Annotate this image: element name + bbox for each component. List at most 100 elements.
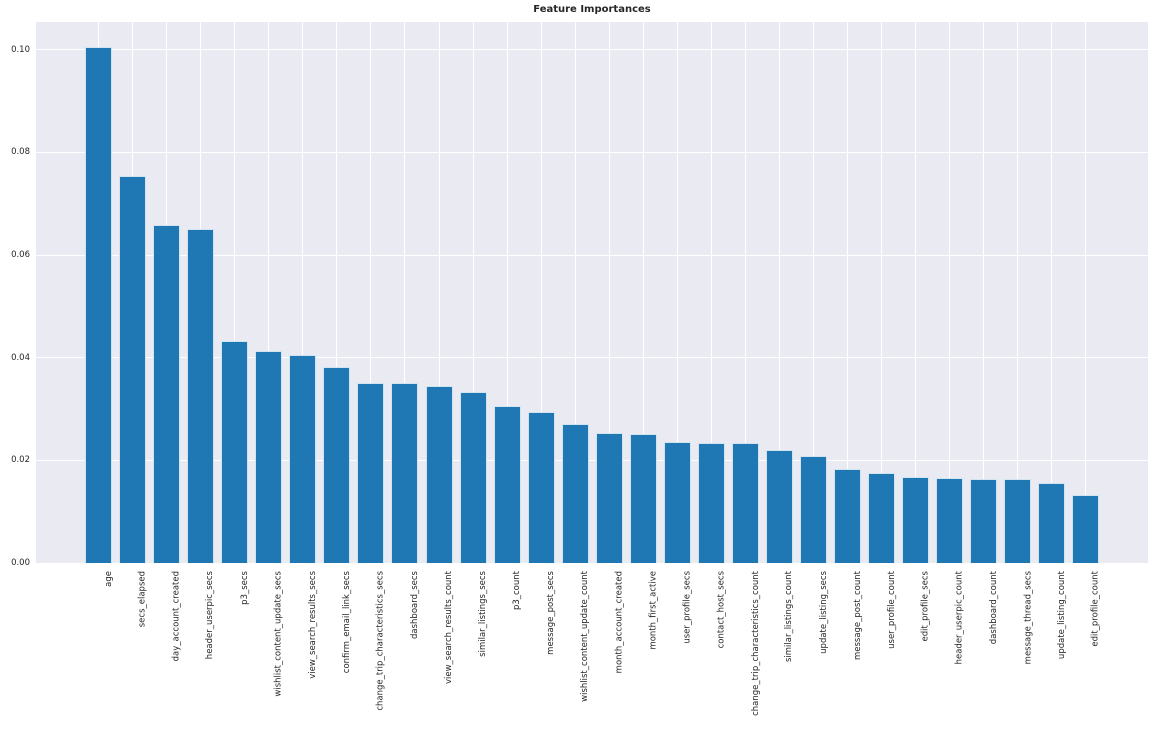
chart-title: Feature Importances	[533, 4, 651, 15]
gridline-x	[676, 22, 678, 563]
bar-update_listing_secs	[800, 455, 828, 563]
x-tick-label-dashboard_secs: dashboard_secs	[409, 571, 420, 639]
bar-update_listing_count	[1038, 482, 1066, 563]
gridline-x	[949, 22, 951, 563]
bar-contact_host_secs	[697, 442, 725, 563]
gridline-x	[608, 22, 610, 563]
gridline-x	[642, 22, 644, 563]
x-tick-label-confirm_email_link_secs: confirm_email_link_secs	[341, 571, 352, 674]
gridline-y-0.02	[36, 459, 1148, 461]
bar-change_trip_characteristics_secs	[357, 383, 385, 563]
x-tick-label-message_post_count: message_post_count	[852, 571, 863, 661]
bar-month_account_created	[595, 433, 623, 563]
bar-wishlist_content_update_secs	[255, 350, 283, 563]
gridline-x	[1051, 22, 1053, 563]
x-tick-label-secs_elapsed: secs_elapsed	[137, 571, 148, 628]
x-tick-label-header_userpic_count: header_userpic_count	[954, 571, 965, 665]
y-tick-label: 0.10	[11, 44, 30, 55]
bar-user_profile_count	[868, 472, 896, 563]
gridline-x	[744, 22, 746, 563]
x-tick-label-update_listing_secs: update_listing_secs	[818, 571, 829, 654]
x-tick-label-month_first_active: month_first_active	[648, 571, 659, 650]
bar-edit_profile_secs	[902, 476, 930, 563]
x-tick-label-edit_profile_secs: edit_profile_secs	[920, 571, 931, 642]
bar-dashboard_count	[970, 479, 998, 563]
bar-user_profile_secs	[663, 441, 691, 563]
gridline-x	[336, 22, 338, 563]
x-tick-label-wishlist_content_update_count: wishlist_content_update_count	[580, 571, 591, 702]
x-tick-label-month_account_created: month_account_created	[614, 571, 625, 674]
gridline-y-0.10	[36, 49, 1148, 51]
x-tick-label-change_trip_characteristics_count: change_trip_characteristics_count	[750, 571, 761, 716]
bar-p3_secs	[221, 340, 249, 563]
gridline-x	[983, 22, 985, 563]
gridline-x	[472, 22, 474, 563]
bar-wishlist_content_update_count	[561, 423, 589, 563]
bar-view_search_results_count	[425, 386, 453, 563]
x-tick-label-p3_secs: p3_secs	[239, 571, 250, 605]
x-tick-label-day_account_created: day_account_created	[171, 571, 182, 662]
gridline-x	[302, 22, 304, 563]
y-tick-label: 0.08	[11, 147, 30, 158]
bar-similar_listings_count	[766, 449, 793, 563]
x-tick-label-wishlist_content_update_secs: wishlist_content_update_secs	[273, 571, 284, 697]
gridline-x	[1085, 22, 1087, 563]
x-tick-label-dashboard_count: dashboard_count	[988, 571, 999, 645]
bar-view_search_results_secs	[289, 354, 317, 563]
x-tick-label-edit_profile_count: edit_profile_count	[1090, 571, 1101, 647]
x-tick-label-age: age	[103, 571, 114, 587]
bar-message_thread_secs	[1004, 479, 1032, 563]
x-tick-label-view_search_results_count: view_search_results_count	[444, 571, 454, 685]
gridline-y-0.06	[36, 254, 1148, 256]
x-tick-label-similar_listings_count: similar_listings_count	[784, 571, 795, 663]
x-tick-label-user_profile_secs: user_profile_secs	[682, 571, 693, 644]
bar-secs_elapsed	[119, 176, 147, 563]
x-tick-label-contact_host_secs: contact_host_secs	[716, 571, 727, 649]
bar-header_userpic_secs	[187, 229, 215, 563]
x-tick-label-view_search_results_secs: view_search_results_secs	[307, 571, 318, 679]
gridline-x	[1017, 22, 1019, 563]
bar-header_userpic_count	[936, 478, 964, 563]
gridline-x	[234, 22, 236, 563]
gridline-x	[779, 22, 780, 563]
x-tick-label-user_profile_count: user_profile_count	[886, 571, 897, 649]
gridline-x	[370, 22, 372, 563]
gridline-x	[404, 22, 406, 563]
y-tick-label: 0.04	[11, 352, 30, 363]
bar-edit_profile_count	[1072, 495, 1100, 563]
gridline-y-0.08	[36, 151, 1148, 153]
bar-month_first_active	[629, 434, 657, 563]
gridline-x	[438, 22, 440, 563]
gridline-x	[268, 22, 270, 563]
plot-area	[36, 22, 1148, 563]
x-tick-label-change_trip_characteristics_secs: change_trip_characteristics_secs	[375, 571, 386, 711]
gridline-x	[915, 22, 917, 563]
x-tick-label-similar_listings_secs: similar_listings_secs	[478, 571, 489, 657]
bar-day_account_created	[153, 225, 181, 563]
y-tick-label: 0.02	[11, 455, 30, 466]
gridline-x	[813, 22, 815, 563]
gridline-x	[710, 22, 712, 563]
x-tick-label-message_thread_secs: message_thread_secs	[1022, 571, 1033, 665]
gridline-x	[506, 22, 508, 563]
bar-message_post_count	[834, 469, 862, 563]
bar-p3_count	[493, 406, 521, 563]
bar-confirm_email_link_secs	[323, 367, 351, 563]
y-tick-label: 0.06	[11, 250, 30, 261]
y-tick-label: 0.00	[11, 558, 30, 568]
gridline-x	[881, 22, 883, 563]
x-tick-label-header_userpic_secs: header_userpic_secs	[205, 571, 216, 660]
gridline-x	[847, 22, 849, 563]
bar-age	[85, 47, 112, 563]
gridline-x	[540, 22, 542, 563]
bar-message_post_secs	[527, 412, 555, 563]
bar-dashboard_secs	[391, 383, 419, 563]
x-tick-label-message_post_secs: message_post_secs	[546, 571, 557, 655]
gridline-y-0.04	[36, 357, 1148, 359]
gridline-x	[574, 22, 576, 563]
bar-similar_listings_secs	[459, 391, 487, 563]
x-tick-label-p3_count: p3_count	[512, 571, 523, 611]
bar-change_trip_characteristics_count	[731, 442, 759, 563]
x-tick-label-update_listing_count: update_listing_count	[1056, 571, 1067, 660]
